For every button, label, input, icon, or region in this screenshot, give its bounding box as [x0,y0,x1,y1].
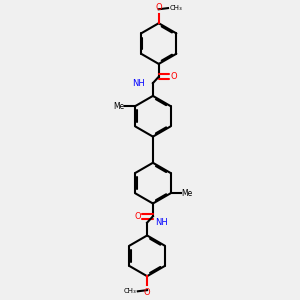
Text: CH₃: CH₃ [169,5,182,11]
Text: O: O [171,72,178,81]
Text: O: O [155,3,162,12]
Text: O: O [134,212,141,221]
Text: CH₃: CH₃ [124,288,136,294]
Text: Me: Me [182,189,193,198]
Text: O: O [144,288,150,297]
Text: Me: Me [113,102,124,111]
Text: NH: NH [133,79,145,88]
Text: NH: NH [155,218,167,227]
